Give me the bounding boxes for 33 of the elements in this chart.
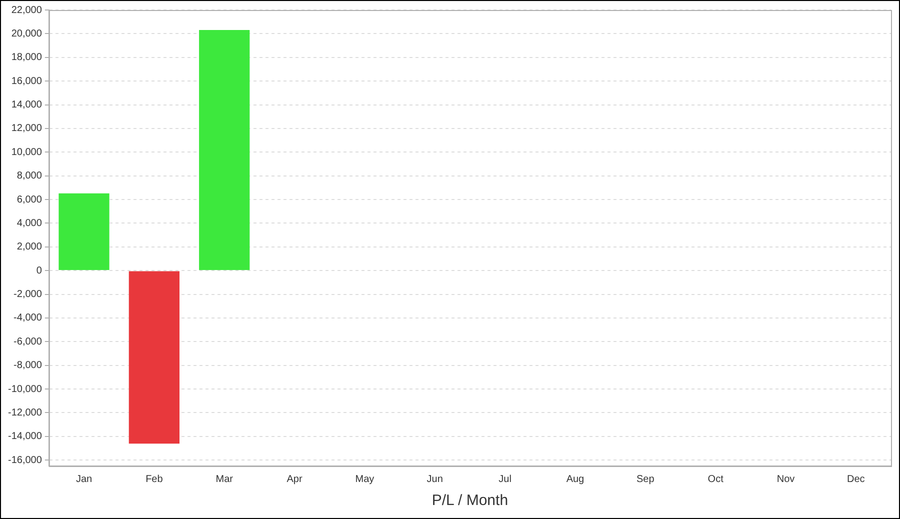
y-tick-label: -12,000 xyxy=(8,407,42,418)
y-tick-label: -8,000 xyxy=(14,360,42,372)
x-tick-label: Jan xyxy=(76,474,92,485)
y-tick-label: 6,000 xyxy=(16,194,42,206)
y-tick-label: -4,000 xyxy=(14,312,42,324)
y-tick-label: -14,000 xyxy=(8,431,42,442)
x-tick-label: Dec xyxy=(847,474,865,485)
y-tick-label: 12,000 xyxy=(11,123,42,134)
x-tick-label: Jun xyxy=(426,474,443,485)
y-tick-label: 14,000 xyxy=(11,100,42,111)
y-tick-label: -2,000 xyxy=(14,289,42,300)
y-tick-label: -16,000 xyxy=(8,454,42,466)
y-tick-label: -10,000 xyxy=(8,384,42,395)
y-tick-label: -6,000 xyxy=(14,336,42,348)
x-tick-label: Oct xyxy=(708,474,724,485)
x-tick-label: Feb xyxy=(146,474,164,485)
y-tick-label: 2,000 xyxy=(16,242,42,253)
x-tick-label: Jul xyxy=(498,474,512,485)
x-tick-label: May xyxy=(355,474,374,485)
x-tick-label: Nov xyxy=(776,474,795,485)
y-tick-label: 0 xyxy=(36,265,42,276)
y-tick-label: 4,000 xyxy=(16,218,42,229)
x-tick-label: Sep xyxy=(636,474,655,485)
y-tick-label: 10,000 xyxy=(11,146,42,158)
x-tick-label: Mar xyxy=(216,474,234,485)
y-tick-label: 18,000 xyxy=(11,52,42,64)
y-tick-label: 20,000 xyxy=(11,28,42,40)
y-tick-label: 22,000 xyxy=(11,4,42,16)
y-tick-label: 16,000 xyxy=(11,76,42,87)
x-axis-title: P/L / Month xyxy=(432,492,508,510)
y-tick-label: 8,000 xyxy=(16,170,42,182)
x-tick-label: Aug xyxy=(566,474,584,485)
x-tick-label: Apr xyxy=(286,474,303,485)
